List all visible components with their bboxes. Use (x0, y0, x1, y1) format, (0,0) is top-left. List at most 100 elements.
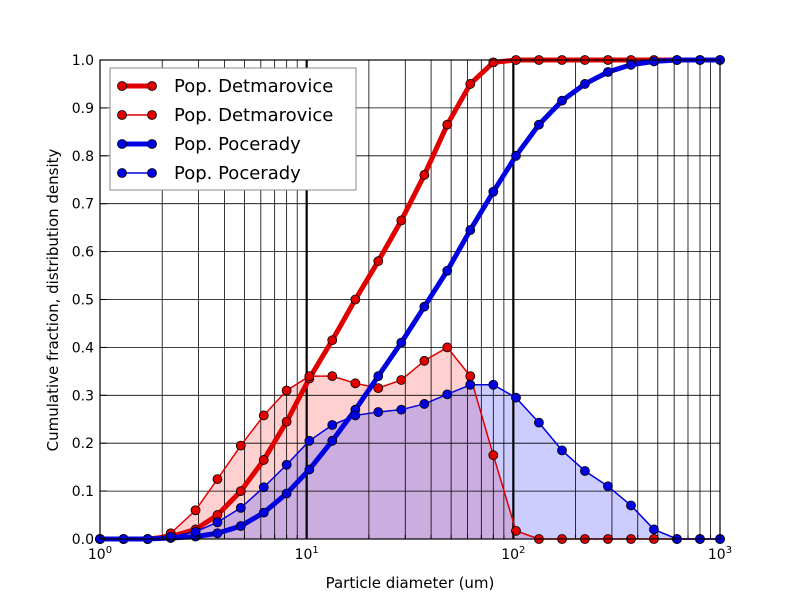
series-point (235, 440, 246, 451)
series-point (488, 379, 499, 390)
series-point (373, 256, 384, 267)
series-point (488, 450, 499, 461)
y-tick-label: 0.0 (72, 532, 94, 548)
legend: Pop. Detmarovice Pop. Detmarovice Pop. Poc… (109, 67, 357, 191)
y-tick-label: 0.2 (72, 436, 94, 452)
series-point (281, 416, 292, 427)
series-point (396, 337, 407, 348)
series-point (212, 528, 223, 539)
series-point (580, 79, 590, 89)
series-point (419, 301, 430, 312)
legend-marker (117, 81, 127, 91)
series-point (258, 455, 269, 465)
series-point (304, 464, 315, 475)
tick-labels: 0.0 0.1 0.2 0.3 0.4 0.5 0.6 0.7 0.8 0.9 1.0 100 101 1… (72, 53, 732, 563)
series-point (626, 59, 636, 70)
legend-label: Pop. Detmarovice (174, 76, 333, 97)
series-point (465, 371, 476, 382)
series-point (190, 505, 201, 516)
series-point (165, 531, 176, 542)
series-point (442, 119, 453, 130)
series-point (419, 399, 430, 409)
y-tick-label: 0.7 (72, 197, 94, 213)
y-tick-label: 1.0 (72, 53, 94, 69)
series-point (557, 95, 567, 106)
series-point (534, 119, 544, 130)
grid (100, 60, 720, 539)
legend-marker (147, 168, 157, 178)
series-point (373, 407, 384, 417)
series-point (304, 435, 315, 446)
series-point (281, 488, 292, 499)
series-point (304, 371, 315, 382)
legend-marker (117, 110, 127, 120)
series-point (534, 417, 544, 428)
series-point (235, 521, 246, 531)
y-axis-label: Cumulative fraction, distribution densit… (44, 148, 62, 451)
x-axis-label: Particle diameter (um) (326, 574, 495, 592)
series-point (327, 371, 338, 382)
series-point (327, 420, 338, 430)
series-point (212, 474, 223, 485)
series-point (488, 57, 499, 68)
series-point (281, 385, 292, 396)
y-tick-label: 0.3 (72, 388, 94, 404)
y-tick-label: 0.1 (72, 484, 94, 500)
series-point (190, 526, 201, 537)
series-point (603, 481, 613, 492)
x-tick-label: 103 (708, 545, 732, 563)
series-point (396, 404, 407, 415)
legend-marker (147, 139, 157, 149)
series-point (419, 170, 430, 180)
series-point (212, 517, 223, 528)
series-point (442, 342, 453, 353)
x-tick-label: 102 (501, 545, 525, 563)
legend-marker (117, 168, 127, 178)
series-point (626, 500, 636, 511)
y-tick-label: 0.6 (72, 245, 94, 261)
series-point (465, 79, 476, 89)
series-point (350, 378, 361, 389)
series-point (281, 459, 292, 470)
series-point (327, 335, 338, 346)
series-point (442, 265, 453, 276)
series-point (373, 371, 384, 382)
series-point (465, 225, 476, 235)
series-point (511, 150, 521, 161)
series-point (649, 524, 659, 535)
y-tick-label: 0.4 (72, 340, 94, 356)
legend-label: Pop. Pocerady (174, 134, 301, 155)
series-point (350, 410, 361, 421)
series-point (258, 410, 269, 421)
series-point (419, 355, 430, 366)
series-point (235, 486, 246, 497)
series-point (442, 389, 453, 400)
series-fill-3 (100, 384, 720, 539)
legend-marker (147, 81, 157, 91)
series-line-3 (100, 384, 720, 540)
series-point (465, 379, 476, 390)
legend-label: Pop. Detmarovice (174, 105, 333, 126)
series-point (258, 482, 269, 493)
series-point (258, 507, 269, 518)
series-point (396, 375, 407, 385)
legend-label: Pop. Pocerady (174, 163, 301, 184)
x-tick-label: 101 (295, 545, 319, 563)
series-point (649, 56, 659, 67)
series-point (373, 383, 384, 394)
axis-ticks (100, 59, 712, 540)
legend-marker (117, 139, 127, 149)
series-point (350, 294, 361, 305)
series-point (603, 67, 613, 77)
x-tick-label: 100 (88, 545, 112, 563)
series-line-2 (100, 57, 720, 542)
series-point (396, 215, 407, 226)
series-point (580, 466, 590, 476)
legend-marker (147, 110, 157, 120)
y-tick-label: 0.5 (72, 293, 94, 309)
series-point (511, 392, 521, 403)
series-point (235, 502, 246, 513)
y-tick-label: 0.9 (72, 101, 94, 117)
series-point (327, 435, 338, 446)
